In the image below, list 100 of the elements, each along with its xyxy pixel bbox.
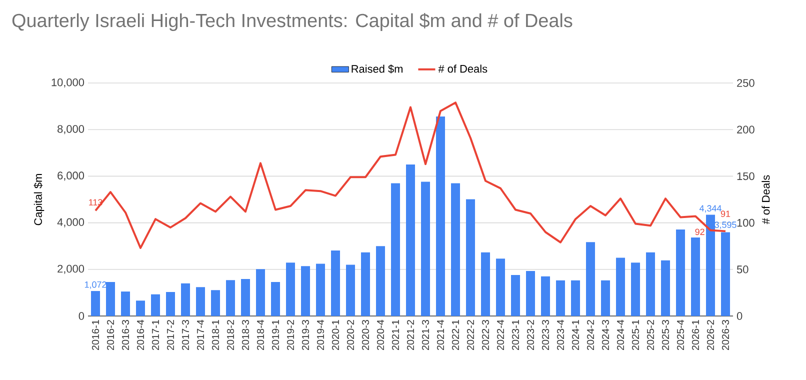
y-tick-label: 2,000 bbox=[58, 264, 84, 274]
y-tick-label: 4,000 bbox=[57, 218, 84, 228]
y-axis-title: Capital $m bbox=[34, 174, 44, 226]
bar bbox=[541, 276, 550, 316]
x-tick-label: 2025-3 bbox=[662, 320, 670, 350]
bar bbox=[211, 290, 220, 316]
y-tick-label: 0 bbox=[78, 312, 84, 320]
bar bbox=[91, 291, 100, 316]
x-tick-label: 2021-3 bbox=[422, 320, 430, 350]
x-tick-label: 2018-2 bbox=[226, 320, 234, 350]
y2-tick-label: 100 bbox=[737, 218, 754, 227]
x-tick-label: 2017-1 bbox=[152, 320, 160, 350]
bar bbox=[346, 264, 356, 316]
y2-tick-label: 50 bbox=[736, 266, 748, 274]
bar bbox=[631, 262, 640, 316]
bar bbox=[361, 252, 370, 316]
x-tick-label: 2024-2 bbox=[586, 320, 594, 350]
bar bbox=[691, 237, 700, 316]
bar bbox=[661, 260, 670, 316]
x-tick-label: 2022-4 bbox=[496, 320, 504, 350]
x-tick-label: 2019-2 bbox=[286, 320, 294, 350]
x-tick-label: 2022-1 bbox=[452, 320, 460, 350]
y2-tick-label: 150 bbox=[737, 172, 754, 180]
x-tick-label: 2016-4 bbox=[136, 320, 144, 350]
x-tick-label: 2016-3 bbox=[122, 320, 130, 350]
bar bbox=[406, 164, 416, 316]
x-tick-label: 2018-4 bbox=[256, 320, 264, 350]
data-label: 91 bbox=[720, 210, 730, 217]
bar bbox=[481, 252, 490, 316]
data-label: 92 bbox=[695, 228, 704, 236]
bar bbox=[376, 246, 386, 316]
bar bbox=[226, 280, 236, 316]
x-tick-label: 2024-1 bbox=[572, 320, 580, 350]
x-tick-label: 2019-3 bbox=[302, 320, 310, 350]
bar bbox=[391, 183, 400, 316]
bar bbox=[121, 292, 130, 316]
x-tick-label: 2019-4 bbox=[316, 320, 324, 350]
bar bbox=[301, 266, 310, 316]
y-tick-label: 8,000 bbox=[58, 125, 84, 134]
bar bbox=[151, 294, 160, 316]
y2-tick-label: 0 bbox=[736, 312, 742, 320]
bar bbox=[721, 232, 730, 316]
x-tick-label: 2017-2 bbox=[166, 320, 174, 350]
bar bbox=[556, 280, 566, 316]
y2-tick-label: 200 bbox=[737, 126, 754, 134]
x-tick-label: 2020-1 bbox=[332, 320, 340, 350]
x-tick-label: 2025-1 bbox=[632, 320, 640, 350]
data-label: 3,595 bbox=[714, 222, 736, 229]
x-tick-label: 2024-3 bbox=[602, 320, 610, 350]
x-tick-label: 2026-3 bbox=[722, 320, 730, 350]
data-label: 1,072 bbox=[84, 281, 106, 289]
bar bbox=[421, 182, 430, 316]
bar bbox=[601, 280, 610, 316]
bar bbox=[571, 280, 580, 316]
x-tick-label: 2020-2 bbox=[346, 320, 354, 350]
legend-label: Raised $m bbox=[352, 64, 402, 74]
bar bbox=[256, 269, 266, 316]
bar bbox=[616, 258, 626, 316]
x-tick-label: 2025-4 bbox=[676, 320, 684, 350]
x-tick-label: 2023-3 bbox=[542, 320, 550, 350]
bar bbox=[586, 242, 596, 316]
bar bbox=[496, 258, 506, 316]
bar bbox=[136, 300, 146, 316]
x-tick-label: 2024-4 bbox=[616, 320, 624, 350]
x-tick-label: 2018-1 bbox=[212, 320, 220, 350]
bar bbox=[646, 252, 656, 316]
x-tick-label: 2026-2 bbox=[706, 320, 714, 350]
bar bbox=[286, 262, 296, 316]
x-tick-label: 2016-1 bbox=[92, 320, 100, 350]
x-tick-label: 2022-2 bbox=[466, 320, 474, 350]
bar bbox=[271, 282, 280, 316]
x-tick-label: 2021-2 bbox=[406, 320, 414, 350]
x-tick-label: 2019-1 bbox=[272, 320, 280, 350]
x-tick-label: 2017-4 bbox=[196, 320, 204, 350]
x-tick-label: 2023-2 bbox=[526, 320, 534, 350]
x-tick-label: 2023-1 bbox=[512, 320, 520, 350]
y2-tick-label: 250 bbox=[737, 79, 754, 87]
bar bbox=[451, 183, 460, 316]
x-tick-label: 2023-4 bbox=[556, 320, 564, 350]
bar bbox=[196, 287, 206, 316]
y-tick-label: 10,000 bbox=[52, 78, 84, 88]
bar bbox=[676, 230, 686, 316]
bar bbox=[706, 214, 716, 316]
x-tick-label: 2026-1 bbox=[692, 320, 700, 350]
bar bbox=[526, 271, 536, 316]
bar bbox=[331, 250, 340, 316]
x-tick-label: 2016-2 bbox=[106, 320, 114, 350]
bar bbox=[466, 199, 476, 316]
bar bbox=[106, 282, 116, 316]
chart-title: Quarterly Israeli High-Tech Investments: Capital $m and # of Deals bbox=[12, 13, 572, 31]
x-tick-label: 2018-3 bbox=[242, 320, 250, 350]
x-tick-label: 2020-3 bbox=[362, 320, 370, 350]
bar bbox=[181, 283, 190, 316]
x-tick-label: 2025-2 bbox=[646, 320, 654, 350]
data-label: 4,344 bbox=[699, 205, 722, 213]
x-tick-label: 2021-4 bbox=[436, 320, 444, 350]
y-tick-label: 6,000 bbox=[58, 172, 84, 181]
x-tick-label: 2017-3 bbox=[182, 320, 190, 350]
legend-label: # of Deals bbox=[438, 64, 488, 73]
x-tick-label: 2021-1 bbox=[392, 320, 400, 350]
